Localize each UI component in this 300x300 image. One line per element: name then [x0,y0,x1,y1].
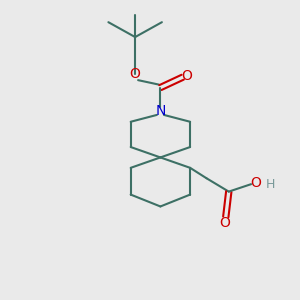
Text: H: H [266,178,275,191]
Text: O: O [182,69,193,83]
Text: O: O [250,176,261,190]
Text: O: O [219,216,230,230]
Text: N: N [155,104,166,118]
Text: O: O [130,67,141,81]
